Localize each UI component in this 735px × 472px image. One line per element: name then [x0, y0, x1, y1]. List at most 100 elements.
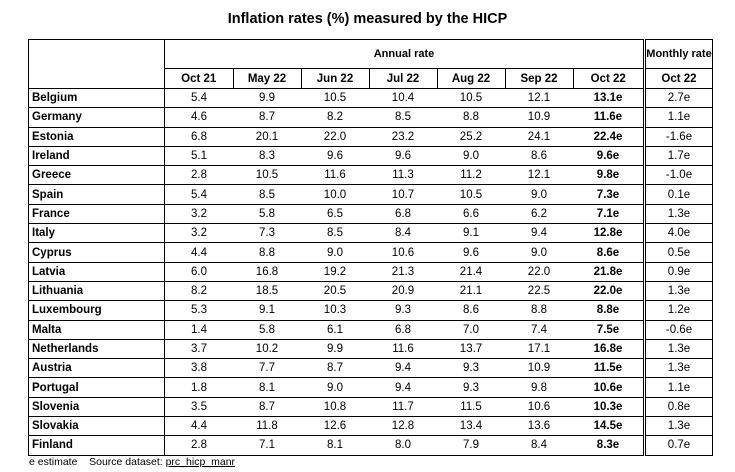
- rate-cell: 1.8: [164, 377, 233, 398]
- rate-cell: 10.5: [301, 88, 369, 109]
- column-header: Jun 22: [300, 68, 370, 89]
- country-name: Netherlands: [28, 339, 165, 360]
- country-name: Estonia: [28, 127, 165, 147]
- table-row: Netherlands 3.7 10.2 9.9 11.6 13.7 17.1 16.8e: [28, 339, 644, 360]
- monthly-row: 1.1e: [645, 377, 713, 398]
- monthly-row: -0.6e: [645, 320, 713, 340]
- table-row: Belgium 5.4 9.9 10.5 10.4 10.5 12.1 13.1e: [28, 88, 644, 109]
- monthly-row: 1.1e: [645, 107, 713, 128]
- rate-cell: 20.5: [301, 281, 369, 302]
- column-header: Aug 22: [436, 68, 506, 89]
- rate-cell: 7.9: [437, 435, 505, 456]
- table-row: Spain 5.4 8.5 10.0 10.7 10.5 9.0 7.3e: [28, 184, 644, 205]
- country-name: Cyprus: [28, 242, 165, 263]
- rate-cell: 10.5: [437, 184, 505, 205]
- rate-cell: 24.1: [505, 127, 573, 147]
- rate-cell: 11.2: [437, 165, 505, 186]
- table-row: Germany 4.6 8.7 8.2 8.5 8.8 10.9 11.6e: [28, 107, 644, 128]
- monthly-row: 1.3e: [645, 204, 713, 225]
- country-name: Finland: [28, 435, 165, 456]
- rate-cell: 22.5: [505, 281, 573, 302]
- rate-cell: 8.4: [505, 435, 573, 456]
- rate-cell: 16.8e: [573, 339, 644, 360]
- monthly-row: 0.8e: [645, 397, 713, 418]
- monthly-rate-cell: 1.1e: [645, 107, 713, 128]
- monthly-rate-table: Monthly rate Oct 22 2.7e 1.1e -1.6e 1.7e -1.…: [645, 39, 713, 456]
- rate-cell: 5.8: [233, 320, 301, 340]
- rate-cell: 6.8: [164, 127, 233, 147]
- rate-cell: 25.2: [437, 127, 505, 147]
- rate-cell: 10.0: [301, 184, 369, 205]
- rate-cell: 1.4: [164, 320, 233, 340]
- source-label: Source dataset:: [89, 456, 163, 468]
- rate-cell: 9.0: [437, 146, 505, 167]
- rate-cell: 9.0: [505, 184, 573, 205]
- table-row: Portugal 1.8 8.1 9.0 9.4 9.3 9.8 10.6e: [28, 377, 644, 398]
- table-row: France 3.2 5.8 6.5 6.8 6.6 6.2 7.1e: [28, 204, 644, 225]
- rate-cell: 14.5e: [573, 416, 644, 437]
- rate-cell: 8.8: [505, 300, 573, 321]
- rate-cell: 10.8: [301, 397, 369, 418]
- rate-cell: 9.4: [369, 377, 437, 398]
- rate-cell: 10.5: [437, 88, 505, 109]
- rate-cell: 21.3: [369, 262, 437, 282]
- table-row: Ireland 5.1 8.3 9.6 9.6 9.0 8.6 9.6e: [28, 146, 644, 167]
- rate-cell: 6.5: [301, 204, 369, 225]
- monthly-row: 0.9e: [645, 262, 713, 282]
- rate-cell: 4.4: [164, 242, 233, 263]
- rate-cell: 4.4: [164, 416, 233, 437]
- source-dataset-link[interactable]: prc_hicp_manr: [165, 456, 236, 468]
- monthly-rate-cell: 1.3e: [645, 358, 713, 379]
- rate-cell: 13.1e: [573, 88, 644, 109]
- monthly-rate-cell: -1.6e: [645, 127, 713, 147]
- rate-cell: 5.4: [164, 184, 233, 205]
- rate-cell: 12.1: [505, 165, 573, 186]
- table-row: Estonia 6.8 20.1 22.0 23.2 25.2 24.1 22.4e: [28, 127, 644, 147]
- rate-cell: 9.3: [437, 377, 505, 398]
- rate-cell: 5.1: [164, 146, 233, 167]
- rate-cell: 21.1: [437, 281, 505, 302]
- rate-cell: 3.5: [164, 397, 233, 418]
- annual-rate-header: Annual rate: [164, 39, 644, 69]
- rate-cell: 8.5: [301, 223, 369, 244]
- rate-cell: 8.6: [437, 300, 505, 321]
- table-row: Italy 3.2 7.3 8.5 8.4 9.1 9.4 12.8e: [28, 223, 644, 244]
- monthly-row: 1.3e: [645, 416, 713, 437]
- rate-cell: 8.7: [233, 397, 301, 418]
- column-header: Jul 22: [368, 68, 438, 89]
- rate-cell: 9.6: [369, 146, 437, 167]
- monthly-row: 1.3e: [645, 339, 713, 360]
- country-name: Slovakia: [28, 416, 165, 437]
- rate-cell: 11.5e: [573, 358, 644, 379]
- country-name: Ireland: [28, 146, 165, 167]
- rate-cell: 10.2: [233, 339, 301, 360]
- rate-cell: 8.5: [233, 184, 301, 205]
- rate-cell: 8.7: [233, 107, 301, 128]
- rate-cell: 11.7: [369, 397, 437, 418]
- table-row: Austria 3.8 7.7 8.7 9.4 9.3 10.9 11.5e: [28, 358, 644, 379]
- rate-cell: 22.0: [505, 262, 573, 282]
- table-row: Finland 2.8 7.1 8.1 8.0 7.9 8.4 8.3e: [28, 435, 644, 456]
- monthly-row: -1.0e: [645, 165, 713, 186]
- rate-cell: 9.6: [437, 242, 505, 263]
- monthly-row: 0.1e: [645, 184, 713, 205]
- country-name: Austria: [28, 358, 165, 379]
- country-name: Slovenia: [28, 397, 165, 418]
- monthly-rate-cell: 1.3e: [645, 281, 713, 302]
- rate-cell: 9.0: [301, 242, 369, 263]
- monthly-rate-cell: 1.1e: [645, 377, 713, 398]
- country-name: Belgium: [28, 88, 165, 109]
- rate-cell: 7.3: [233, 223, 301, 244]
- rate-cell: 12.8: [369, 416, 437, 437]
- rate-cell: 2.8: [164, 165, 233, 186]
- monthly-rate-cell: 1.3e: [645, 204, 713, 225]
- country-name: Lithuania: [28, 281, 165, 302]
- table-row: Latvia 6.0 16.8 19.2 21.3 21.4 22.0 21.8e: [28, 262, 644, 282]
- monthly-row: 1.3e: [645, 358, 713, 379]
- monthly-row: 1.3e: [645, 281, 713, 302]
- rate-cell: 13.7: [437, 339, 505, 360]
- monthly-rate-cell: 4.0e: [645, 223, 713, 244]
- rate-cell: 22.0e: [573, 281, 644, 302]
- rate-cell: 10.5: [233, 165, 301, 186]
- country-name: Luxembourg: [28, 300, 165, 321]
